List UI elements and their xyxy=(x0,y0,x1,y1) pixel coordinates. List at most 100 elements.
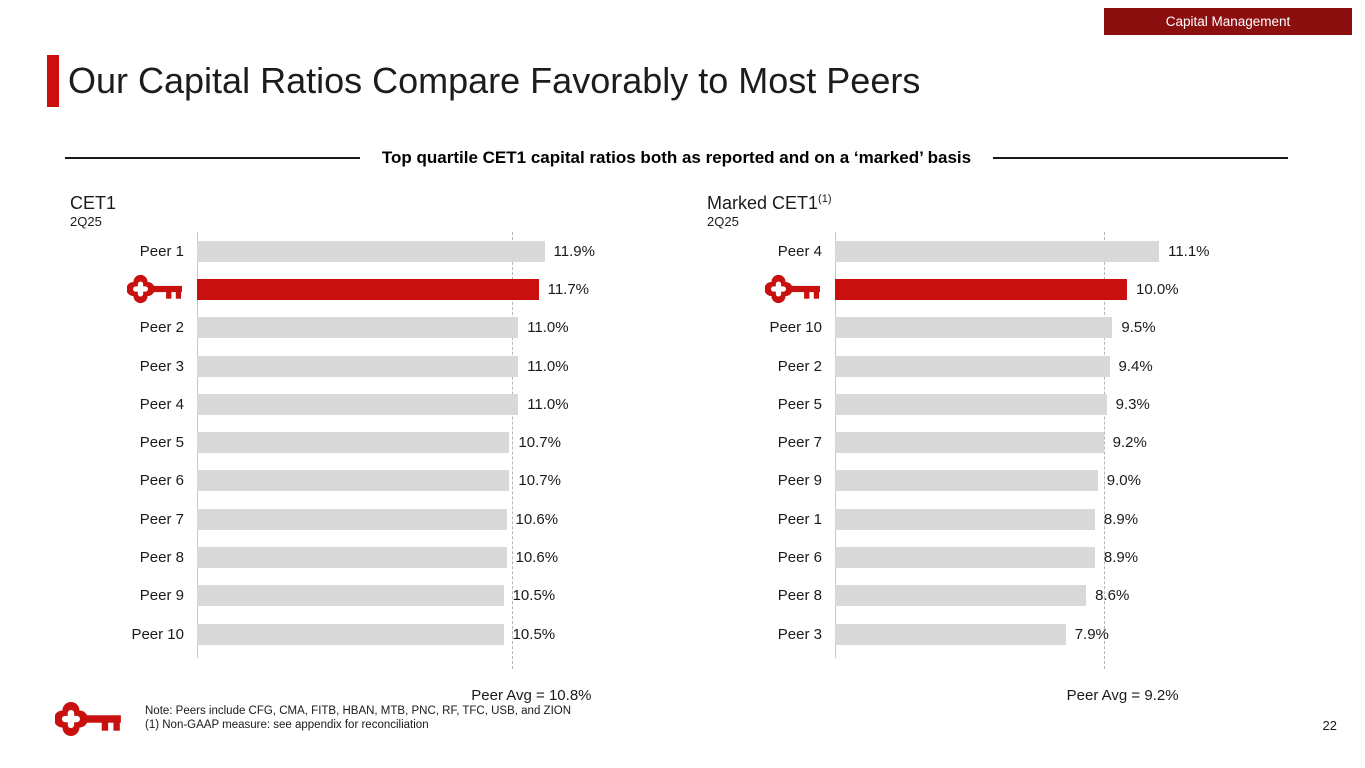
bar-value-label: 10.5% xyxy=(512,625,556,643)
chart-row: Peer 2 11.0% xyxy=(70,309,670,347)
chart-row: Peer 8 8.6% xyxy=(707,577,1307,615)
chart-row: Peer 9 10.5% xyxy=(70,577,670,615)
row-label: Peer 8 xyxy=(139,549,184,567)
bar-value-label: 10.6% xyxy=(515,510,559,528)
peer-bar xyxy=(835,240,1160,262)
peer-bar xyxy=(835,470,1098,492)
chart-title: CET1 xyxy=(70,193,117,213)
peer-bar xyxy=(835,317,1113,339)
chart-row: Peer 4 11.1% xyxy=(707,232,1307,270)
bar-value-label: 8.9% xyxy=(1103,549,1139,567)
bar-value-label: 10.7% xyxy=(518,472,561,490)
row-label: Peer 3 xyxy=(777,625,822,643)
subtitle-row: Top quartile CET1 capital ratios both as… xyxy=(65,148,1288,168)
page-title: Our Capital Ratios Compare Favorably to … xyxy=(68,60,921,101)
chart-row: Peer 6 8.9% xyxy=(707,538,1307,576)
chart-title: Marked CET1(1) xyxy=(707,193,832,213)
row-label: Peer 5 xyxy=(139,434,184,452)
row-label: Peer 10 xyxy=(131,625,184,643)
key-logo-icon xyxy=(70,274,197,304)
bar-value-label: 9.3% xyxy=(1115,395,1150,413)
row-label: Peer 1 xyxy=(777,510,822,528)
row-label: Peer 10 xyxy=(769,319,822,337)
key-logo-icon xyxy=(53,699,123,744)
title-accent-bar xyxy=(47,55,59,107)
key-logo-icon xyxy=(707,274,835,304)
row-label: Peer 7 xyxy=(777,434,822,452)
peer-bar xyxy=(197,623,504,645)
chart-row: 11.7% xyxy=(70,270,670,308)
footnote-non-gaap: (1) Non-GAAP measure: see appendix for r… xyxy=(145,719,429,731)
bar-value-label: 11.0% xyxy=(527,357,569,375)
peer-bar xyxy=(197,317,519,339)
chart-row: Peer 10 10.5% xyxy=(70,615,670,653)
peer-avg-dashed-line xyxy=(1103,232,1105,669)
row-label: Peer 8 xyxy=(777,587,822,605)
peer-bar xyxy=(197,470,510,492)
chart-row: Peer 3 7.9% xyxy=(707,615,1307,653)
bar-value-label: 9.4% xyxy=(1118,357,1153,375)
peer-bar xyxy=(835,508,1095,530)
chart-title-superscript: (1) xyxy=(818,193,832,205)
peer-bar xyxy=(835,623,1066,645)
key-bar xyxy=(197,278,539,300)
bar-value-label: 11.0% xyxy=(527,319,569,337)
row-label: Peer 5 xyxy=(777,395,822,413)
chart-row: Peer 9 9.0% xyxy=(707,462,1307,500)
bar-value-label: 9.2% xyxy=(1112,434,1147,452)
row-label: Peer 2 xyxy=(139,319,184,337)
peer-bar xyxy=(197,508,507,530)
chart-subtitle: 2Q25 xyxy=(70,214,102,229)
row-label: Peer 4 xyxy=(139,395,184,413)
bar-value-label: 10.0% xyxy=(1136,280,1179,298)
chart-row: Peer 10 9.5% xyxy=(707,309,1307,347)
key-bar xyxy=(835,278,1127,300)
subtitle-right-rule xyxy=(993,157,1288,159)
chart-row: Peer 1 11.9% xyxy=(70,232,670,270)
bar-value-label: 11.1% xyxy=(1168,242,1210,260)
chart-row: 10.0% xyxy=(707,270,1307,308)
row-label: Peer 1 xyxy=(139,242,184,260)
chart-cet1: CET1 2Q25 Peer 1 11.9% 11.7% Peer 2 11.0% Pee… xyxy=(70,188,670,704)
chart-row: Peer 2 9.4% xyxy=(707,347,1307,385)
peer-bar xyxy=(835,355,1110,377)
peer-avg-label: Peer Avg = 9.2% xyxy=(1066,687,1179,704)
row-label: Peer 9 xyxy=(777,472,822,490)
row-label: Peer 2 xyxy=(777,357,822,375)
chart-rows: Peer 1 11.9% 11.7% Peer 2 11.0% Peer 3 11.0% Pe… xyxy=(70,232,670,653)
row-label: Peer 6 xyxy=(139,472,184,490)
bar-value-label: 10.5% xyxy=(512,587,556,605)
peer-bar xyxy=(197,585,504,607)
key-logo-icon xyxy=(127,275,182,304)
chart-row: Peer 6 10.7% xyxy=(70,462,670,500)
bar-value-label: 10.6% xyxy=(515,549,559,567)
chart-rows: Peer 4 11.1% 10.0% Peer 10 9.5% Peer 2 9.4% Pee… xyxy=(707,232,1307,653)
bar-value-label: 9.5% xyxy=(1121,319,1156,337)
row-label: Peer 9 xyxy=(139,587,184,605)
chart-row: Peer 1 8.9% xyxy=(707,500,1307,538)
chart-row: Peer 3 11.0% xyxy=(70,347,670,385)
row-label: Peer 4 xyxy=(777,242,822,260)
peer-bar xyxy=(197,547,507,569)
peer-bar xyxy=(197,240,545,262)
row-label: Peer 3 xyxy=(139,357,184,375)
peer-avg-dashed-line xyxy=(512,232,514,669)
subtitle-text: Top quartile CET1 capital ratios both as… xyxy=(381,148,972,167)
row-label: Peer 6 xyxy=(777,549,822,567)
peer-bar xyxy=(835,393,1107,415)
row-label: Peer 7 xyxy=(139,510,184,528)
bar-value-label: 8.9% xyxy=(1103,510,1139,528)
chart-row: Peer 7 10.6% xyxy=(70,500,670,538)
peer-bar xyxy=(835,585,1087,607)
chart-row: Peer 8 10.6% xyxy=(70,538,670,576)
footnote-peers: Note: Peers include CFG, CMA, FITB, HBAN… xyxy=(145,705,572,717)
peer-bar xyxy=(197,432,510,454)
chart-marked-cet1: Marked CET1(1) 2Q25 Peer 4 11.1% 10.0% Peer… xyxy=(707,188,1307,704)
chart-row: Peer 4 11.0% xyxy=(70,385,670,423)
chart-row: Peer 5 9.3% xyxy=(707,385,1307,423)
bar-value-label: 7.9% xyxy=(1074,625,1109,643)
key-logo-icon xyxy=(765,275,820,304)
peer-bar xyxy=(835,547,1095,569)
bar-value-label: 11.9% xyxy=(553,242,595,260)
